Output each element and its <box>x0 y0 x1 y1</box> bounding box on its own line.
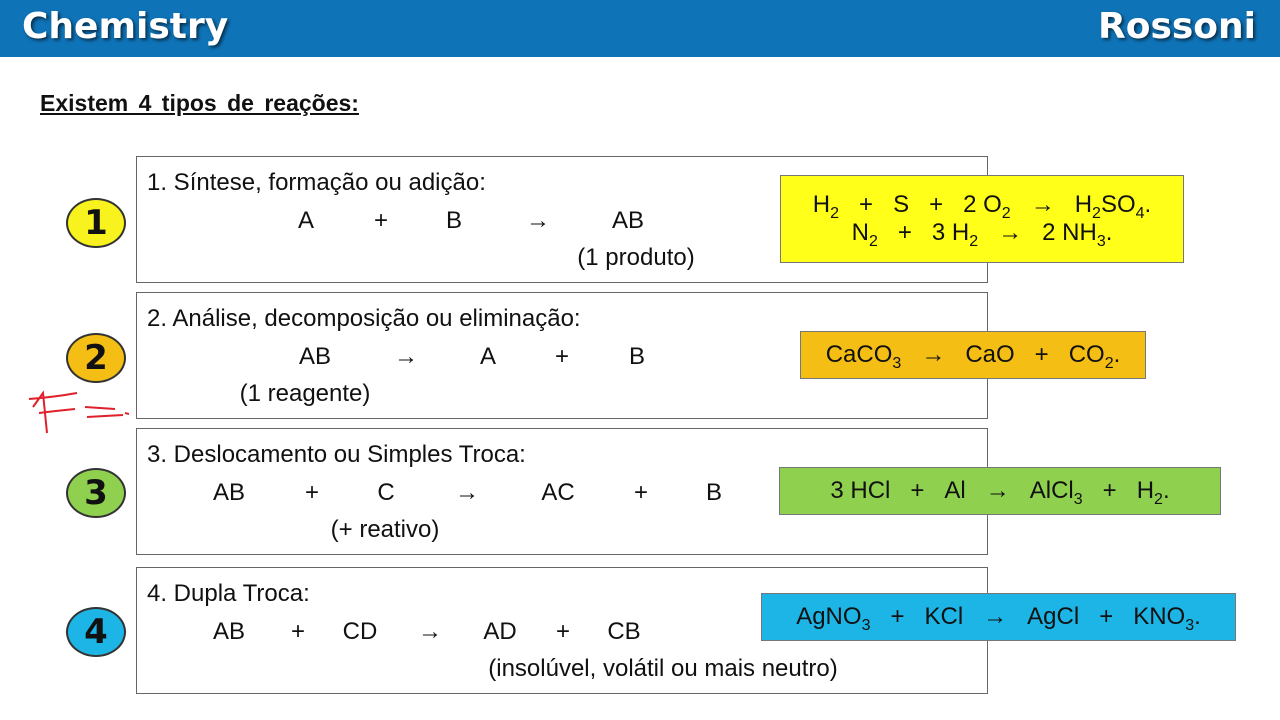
reactant: AB <box>212 618 246 645</box>
formula: KNO3. <box>1133 603 1201 634</box>
formula: Al <box>944 477 966 504</box>
plus-sign: + <box>859 191 874 218</box>
header-title: Chemistry <box>22 6 229 47</box>
example-equation-box-analysis: CaCO3 → CaO + CO2. <box>800 331 1146 379</box>
formula: KCl <box>924 603 964 630</box>
number-badge-1: 1 <box>66 198 126 248</box>
product: AB <box>611 207 645 234</box>
reactant: AB <box>298 343 332 370</box>
plus-sign: + <box>1034 341 1049 368</box>
reaction-title: 2. Análise, decomposição ou eliminação: <box>147 305 581 332</box>
reactant: AB <box>212 479 246 506</box>
plus-sign: + <box>304 479 320 506</box>
chemical-equation: 3 HCl + Al → AlCl3 + H2. <box>830 477 1170 508</box>
product: CB <box>607 618 641 645</box>
formula: 3 H2 <box>931 219 979 250</box>
arrow-icon: → <box>455 479 479 506</box>
reactant: B <box>445 207 463 234</box>
formula: S <box>893 191 910 218</box>
arrow-icon: → <box>983 603 1008 630</box>
chemical-equation: CaCO3 → CaO + CO2. <box>825 341 1121 372</box>
product: B <box>705 479 723 506</box>
arrow-icon: → <box>394 343 418 370</box>
reaction-title: 4. Dupla Troca: <box>147 580 310 607</box>
arrow-icon: → <box>985 477 1010 504</box>
product: B <box>628 343 646 370</box>
plus-sign: + <box>890 603 905 630</box>
formula: CO2. <box>1068 341 1121 372</box>
formula: N2 <box>851 219 878 250</box>
formula: CaO <box>965 341 1015 368</box>
plus-sign: + <box>373 207 389 234</box>
formula: H2. <box>1136 477 1170 508</box>
header-bar: Chemistry Rossoni <box>0 0 1280 57</box>
reactant: C <box>377 479 395 506</box>
plus-sign: + <box>554 343 570 370</box>
arrow-icon: → <box>921 341 946 368</box>
number-badge-4: 4 <box>66 607 126 657</box>
plus-sign: + <box>897 219 912 246</box>
reaction-note: (1 produto) <box>577 244 695 271</box>
formula: H2 <box>812 191 840 222</box>
plus-sign: + <box>555 618 571 645</box>
formula: 2 O2 <box>963 191 1011 222</box>
example-equation-box-single-displacement: 3 HCl + Al → AlCl3 + H2. <box>779 467 1221 515</box>
chemical-equation: H2 + S +2 O2 → H2SO4. <box>812 191 1152 222</box>
formula: AgCl <box>1027 603 1080 630</box>
plus-sign: + <box>929 191 944 218</box>
plus-sign: + <box>1099 603 1114 630</box>
header-author: Rossoni <box>1097 6 1256 47</box>
product: A <box>479 343 497 370</box>
plus-sign: + <box>290 618 306 645</box>
reaction-title: 3. Deslocamento ou Simples Troca: <box>147 441 526 468</box>
number-badge-2: 2 <box>66 333 126 383</box>
formula: AgNO3 <box>796 603 871 634</box>
chemical-equation: N2 +3 H2 → 2 NH3. <box>851 219 1113 250</box>
arrow-icon: → <box>998 219 1023 246</box>
plus-sign: + <box>910 477 925 504</box>
chemical-equation: AgNO3 + KCl → AgCl + KNO3. <box>796 603 1201 634</box>
formula: 2 NH3. <box>1042 219 1113 250</box>
arrow-icon: → <box>1030 191 1055 218</box>
reaction-title: 1. Síntese, formação ou adição: <box>147 169 486 196</box>
formula: AlCl3 <box>1029 477 1083 508</box>
reactant: A <box>297 207 315 234</box>
number-badge-3: 3 <box>66 468 126 518</box>
example-equation-box-synthesis: H2 + S +2 O2 → H2SO4. N2 +3 H2 → 2 NH3. <box>780 175 1184 263</box>
formula: 3 HCl <box>830 477 891 504</box>
product: AC <box>541 479 575 506</box>
arrow-icon: → <box>418 618 442 645</box>
plus-sign: + <box>633 479 649 506</box>
handwritten-delta-annotation <box>28 390 130 434</box>
reaction-note: (insolúvel, volátil ou mais neutro) <box>488 655 838 682</box>
reaction-note: (1 reagente) <box>239 380 371 407</box>
slide-subtitle: Existem 4 tipos de reações: <box>40 90 359 116</box>
plus-sign: + <box>1102 477 1117 504</box>
product: AD <box>483 618 517 645</box>
reaction-note: (+ reativo) <box>330 516 440 543</box>
reactant: CD <box>342 618 378 645</box>
arrow-icon: → <box>526 207 550 234</box>
formula: H2SO4. <box>1074 191 1152 222</box>
formula: CaCO3 <box>825 341 902 372</box>
example-equation-box-double-displacement: AgNO3 + KCl → AgCl + KNO3. <box>761 593 1236 641</box>
